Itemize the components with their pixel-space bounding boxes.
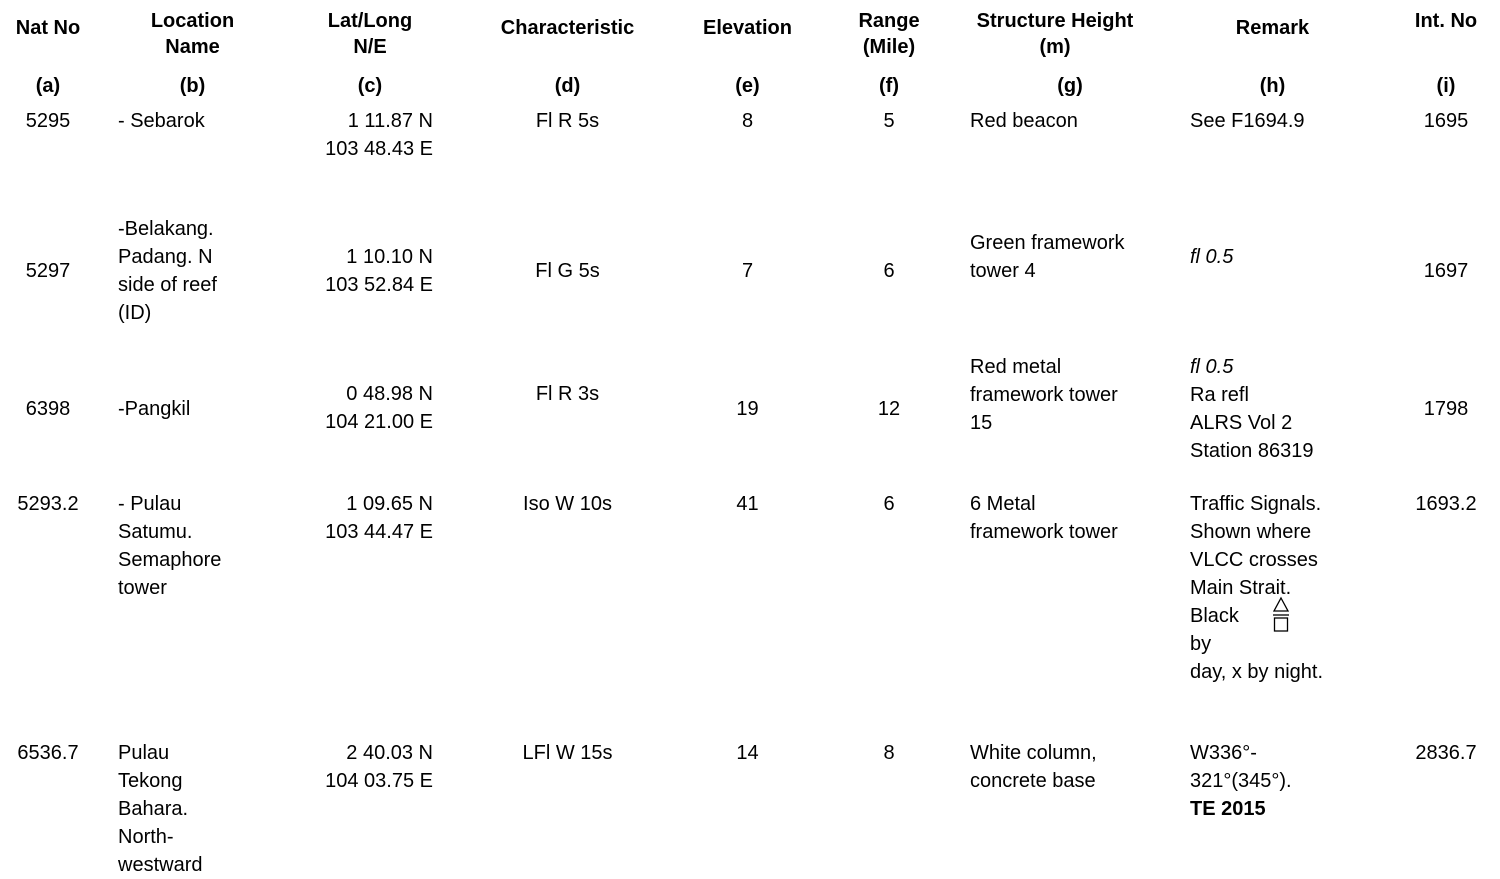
- table-row-4-characteristic: Iso W 10s: [523, 493, 612, 515]
- table-row-1-latlong: 1 11.87 N 103 48.43 E: [325, 110, 433, 160]
- header-lat-long: Lat/Long N/E: [327, 10, 413, 58]
- table-row-4-range: 6: [883, 493, 895, 515]
- letter-b: (b): [179, 75, 206, 97]
- table-row-3-location: -Pangkil: [118, 398, 191, 420]
- table-row-3-remark-italic: fl 0.5: [1190, 356, 1234, 378]
- letter-i: (i): [1436, 75, 1456, 97]
- header-remark: Remark: [1235, 17, 1310, 39]
- table-row-3-elevation: 19: [736, 398, 759, 420]
- table-row-1-range: 5: [883, 110, 895, 132]
- table-row-3-characteristic: Fl R 3s: [535, 383, 600, 405]
- table-row-4-remark: Traffic Signals. Shown where VLCC crosse…: [1190, 493, 1324, 683]
- header-int-no: Int. No: [1414, 10, 1478, 32]
- table-row-5-latlong: 2 40.03 N 104 03.75 E: [325, 742, 433, 792]
- table-row-5-range: 8: [883, 742, 895, 764]
- table-row-2-nat-no: 5297: [25, 260, 71, 282]
- table-row-2-location: -Belakang. Padang. N side of reef (ID): [118, 218, 217, 324]
- table-row-1-characteristic: Fl R 5s: [535, 110, 600, 132]
- header-range: Range (Mile): [858, 10, 920, 58]
- letter-a: (a): [35, 75, 61, 97]
- table-row-4-structure: 6 Metal framework tower: [970, 493, 1118, 543]
- table-row-5-remark-bold: TE 2015: [1190, 798, 1266, 820]
- table-row-2-characteristic: Fl G 5s: [535, 260, 600, 282]
- table-row-2-structure: Green framework tower 4: [970, 232, 1125, 282]
- table-row-4-elevation: 41: [736, 493, 759, 515]
- letter-d: (d): [554, 75, 581, 97]
- table-row-5-nat-no: 6536.7: [17, 742, 79, 764]
- table-row-2-latlong: 1 10.10 N 103 52.84 E: [325, 246, 433, 296]
- header-nat-no: Nat No: [15, 17, 81, 39]
- table-row-3-remark: Ra refl ALRS Vol 2 Station 86319: [1190, 384, 1314, 462]
- table-row-5-elevation: 14: [736, 742, 759, 764]
- table-row-1-location: - Sebarok: [118, 110, 205, 132]
- table-row-1-nat-no: 5295: [25, 110, 71, 132]
- letter-e: (e): [735, 75, 760, 97]
- table-row-1-remark: See F1694.9: [1190, 110, 1305, 132]
- table-row-3-nat-no: 6398: [25, 398, 71, 420]
- table-row-3-int-no: 1798: [1423, 398, 1469, 420]
- header-characteristic: Characteristic: [500, 17, 635, 39]
- header-structure-height: Structure Height (m): [976, 10, 1134, 58]
- table-row-5-remark: W336°- 321°(345°).: [1190, 742, 1292, 792]
- table-row-4-latlong: 1 09.65 N 103 44.47 E: [325, 493, 433, 543]
- table-row-2-range: 6: [883, 260, 895, 282]
- letter-h: (h): [1259, 75, 1286, 97]
- table-row-3-structure: Red metal framework tower 15: [970, 356, 1118, 434]
- table-row-5-int-no: 2836.7: [1415, 742, 1477, 764]
- table-row-1-elevation: 8: [741, 110, 754, 132]
- table-row-4-location: - Pulau Satumu. Semaphore tower: [118, 493, 222, 599]
- letter-c: (c): [357, 75, 383, 97]
- letter-f: (f): [879, 75, 899, 97]
- table-row-4-int-no: 1693.2: [1415, 493, 1477, 515]
- table-row-3-range: 12: [877, 398, 901, 420]
- triangle-over-square-icon: [1272, 596, 1290, 632]
- header-location-name: Location Name: [150, 10, 235, 58]
- table-row-1-int-no: 1695: [1423, 110, 1469, 132]
- table-row-1-structure: Red beacon: [970, 110, 1078, 132]
- table-row-4-nat-no: 5293.2: [17, 493, 79, 515]
- table-row-2-remark: fl 0.5: [1190, 246, 1234, 268]
- table-row-2-int-no: 1697: [1423, 260, 1469, 282]
- table-row-2-elevation: 7: [741, 260, 754, 282]
- table-row-5-characteristic: LFl W 15s: [522, 742, 613, 764]
- table-row-5-location: Pulau Tekong Bahara. North- westward: [118, 742, 203, 876]
- header-elevation: Elevation: [703, 17, 792, 39]
- letter-g: (g): [1057, 75, 1083, 97]
- table-row-3-latlong: 0 48.98 N 104 21.00 E: [325, 383, 433, 433]
- table-row-5-structure: White column, concrete base: [970, 742, 1097, 792]
